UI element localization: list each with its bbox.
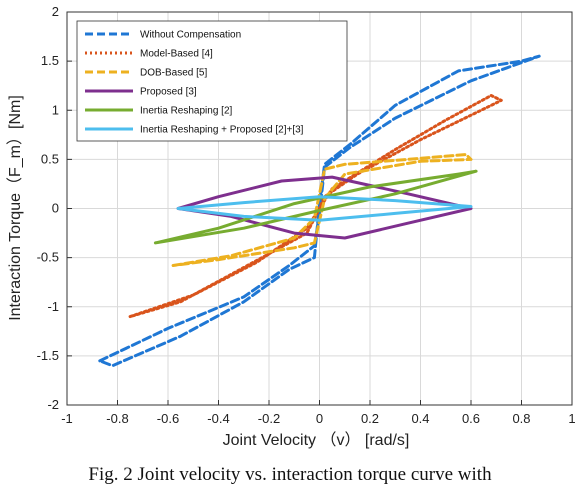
- series-line-3: [171, 153, 473, 267]
- x-tick-label: 1: [568, 411, 575, 426]
- legend-box: [76, 20, 348, 142]
- x-tick-label: 0: [316, 411, 323, 426]
- legend-entry-5: Inertia Reshaping [2]: [140, 106, 233, 117]
- y-tick-label: 0.5: [41, 151, 59, 166]
- series-layer: [98, 54, 541, 368]
- y-tick-label: 0: [52, 201, 59, 216]
- x-tick-label: 0.4: [411, 411, 429, 426]
- y-tick-label: 1.5: [41, 53, 59, 68]
- x-tick-label: -0.4: [207, 411, 229, 426]
- x-tick-label: 0.6: [462, 411, 480, 426]
- x-tick-label: 0.2: [361, 411, 379, 426]
- series-line-6: [176, 195, 473, 222]
- figure-caption: Fig. 2 Joint velocity vs. interaction to…: [88, 464, 492, 485]
- x-axis-label: Joint Velocity （v） [rad/s]: [223, 431, 410, 449]
- x-tick-label: -1: [61, 411, 73, 426]
- x-axis: -1 -0.8 -0.6 -0.4 -0.2 0 0.2 0.4 0.6 0.8 1: [61, 400, 576, 426]
- y-axis: -2 -1.5 -1 -0.5 0 0.5 1 1.5 2: [37, 4, 72, 412]
- x-tick-label: -0.2: [258, 411, 280, 426]
- legend-entry-4: Proposed [3]: [140, 87, 197, 98]
- y-tick-label: -1: [47, 299, 59, 314]
- x-tick-label: -0.8: [106, 411, 128, 426]
- y-tick-label: 2: [52, 4, 59, 19]
- legend-entry-3: DOB-Based [5]: [140, 68, 207, 79]
- y-tick-label: -0.5: [37, 250, 59, 265]
- series-line-4: [176, 175, 473, 240]
- y-tick-label: 1: [52, 102, 59, 117]
- x-tick-label: 0.8: [512, 411, 530, 426]
- legend-entry-6: Inertia Reshaping + Proposed [2]+[3]: [140, 125, 304, 136]
- y-tick-label: -2: [47, 397, 59, 412]
- y-axis-label: Interaction Torque（F_m）[Nm]: [6, 95, 24, 321]
- y-tick-label: -1.5: [37, 348, 59, 363]
- series-line-1: [98, 54, 541, 368]
- x-tick-label: -0.6: [157, 411, 179, 426]
- legend-entry-2: Model-Based [4]: [140, 49, 213, 60]
- legend: Without Compensation Model-Based [4] DOB-B…: [76, 20, 348, 142]
- legend-entry-1: Without Compensation: [140, 30, 241, 41]
